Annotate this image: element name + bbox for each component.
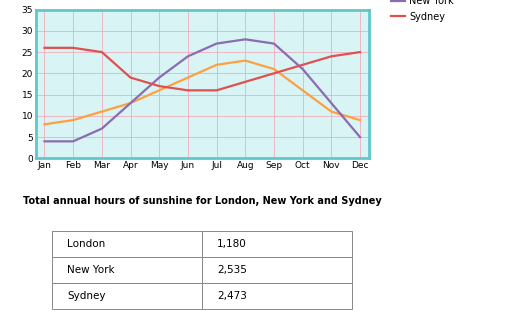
London xyxy=(70,118,76,122)
Sydney xyxy=(214,88,220,92)
New York xyxy=(41,139,48,143)
London xyxy=(127,101,134,105)
New York xyxy=(156,76,162,79)
New York xyxy=(70,139,76,143)
Sydney xyxy=(99,50,105,54)
New York xyxy=(214,42,220,46)
Line: Sydney: Sydney xyxy=(45,48,360,90)
Line: London: London xyxy=(45,61,360,124)
London xyxy=(214,63,220,67)
London xyxy=(271,67,277,71)
Sydney xyxy=(185,88,191,92)
Legend: London, New York, Sydney: London, New York, Sydney xyxy=(387,0,458,26)
New York xyxy=(271,42,277,46)
Sydney xyxy=(242,80,248,84)
London xyxy=(185,76,191,79)
Sydney xyxy=(271,71,277,75)
New York xyxy=(242,37,248,41)
London xyxy=(156,88,162,92)
New York xyxy=(328,101,334,105)
New York xyxy=(127,101,134,105)
New York xyxy=(300,67,306,71)
Sydney xyxy=(156,84,162,88)
New York xyxy=(99,127,105,130)
London xyxy=(300,88,306,92)
Line: New York: New York xyxy=(45,39,360,141)
Sydney xyxy=(328,55,334,58)
Text: Total annual hours of sunshine for London, New York and Sydney: Total annual hours of sunshine for Londo… xyxy=(23,196,381,206)
London xyxy=(357,118,363,122)
Sydney xyxy=(127,76,134,79)
London xyxy=(242,59,248,63)
New York xyxy=(185,55,191,58)
Sydney xyxy=(300,63,306,67)
Sydney xyxy=(70,46,76,50)
London xyxy=(41,122,48,126)
London xyxy=(328,110,334,114)
Sydney xyxy=(41,46,48,50)
Sydney xyxy=(357,50,363,54)
London xyxy=(99,110,105,114)
New York xyxy=(357,135,363,139)
